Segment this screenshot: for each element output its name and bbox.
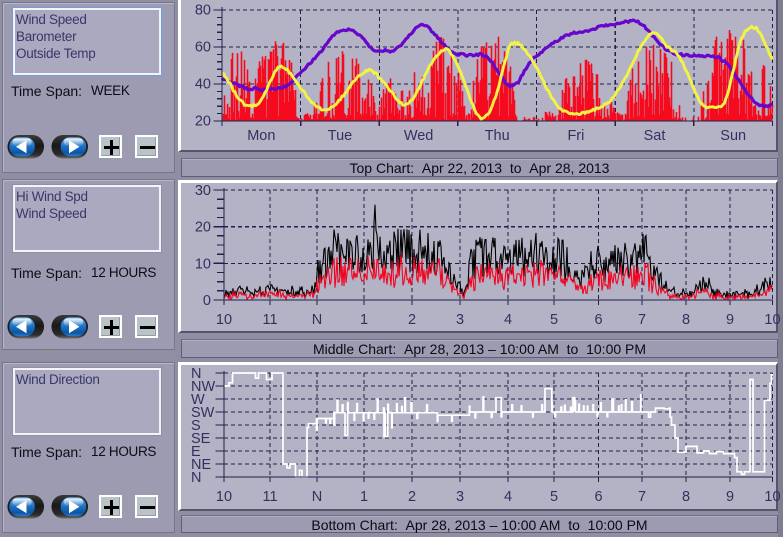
svg-text:Mon: Mon [247, 128, 275, 144]
svg-text:S: S [191, 418, 201, 434]
svg-text:Wed: Wed [404, 128, 434, 144]
svg-text:E: E [191, 444, 201, 460]
svg-text:N: N [312, 489, 322, 505]
svg-text:10: 10 [216, 489, 232, 505]
svg-text:Fri: Fri [567, 128, 584, 144]
svg-text:10: 10 [764, 489, 780, 505]
svg-text:7: 7 [638, 489, 646, 505]
svg-text:Tue: Tue [328, 128, 352, 144]
svg-text:10: 10 [764, 312, 780, 328]
svg-text:5: 5 [550, 489, 558, 505]
svg-text:3: 3 [456, 312, 464, 328]
svg-text:N: N [312, 312, 322, 328]
svg-text:3: 3 [456, 489, 464, 505]
svg-text:6: 6 [594, 312, 602, 328]
svg-text:5: 5 [550, 312, 558, 328]
svg-text:8: 8 [682, 489, 690, 505]
svg-text:40: 40 [195, 77, 211, 93]
svg-text:SE: SE [191, 431, 211, 447]
svg-text:4: 4 [504, 489, 512, 505]
svg-text:N: N [191, 366, 201, 382]
svg-text:8: 8 [682, 312, 690, 328]
svg-text:9: 9 [726, 312, 734, 328]
svg-text:2: 2 [408, 489, 416, 505]
svg-text:NE: NE [191, 457, 211, 473]
svg-text:Thu: Thu [485, 128, 510, 144]
svg-text:2: 2 [408, 312, 416, 328]
svg-text:80: 80 [195, 3, 211, 19]
svg-text:1: 1 [360, 489, 368, 505]
svg-text:6: 6 [594, 489, 602, 505]
svg-text:SW: SW [191, 405, 215, 421]
svg-text:20: 20 [195, 220, 211, 236]
svg-text:9: 9 [726, 489, 734, 505]
svg-text:10: 10 [195, 256, 211, 272]
svg-text:10: 10 [216, 312, 232, 328]
svg-text:20: 20 [195, 114, 211, 130]
svg-text:Sun: Sun [720, 128, 746, 144]
svg-text:7: 7 [638, 312, 646, 328]
svg-text:Sat: Sat [644, 128, 666, 144]
svg-text:1: 1 [360, 312, 368, 328]
svg-text:NW: NW [191, 379, 215, 395]
svg-text:4: 4 [504, 312, 512, 328]
svg-text:0: 0 [203, 293, 211, 309]
svg-text:11: 11 [262, 312, 277, 328]
svg-text:60: 60 [195, 40, 211, 56]
svg-text:30: 30 [195, 183, 211, 199]
svg-text:11: 11 [262, 489, 277, 505]
svg-text:W: W [191, 392, 205, 408]
svg-text:N: N [191, 470, 201, 486]
